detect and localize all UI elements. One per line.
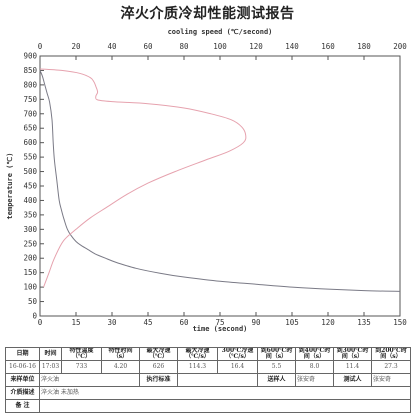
plot-frame — [39, 55, 401, 317]
x-tick-label: 60 — [179, 318, 189, 327]
y-tick-label: 100 — [23, 283, 37, 292]
y-tick-label: 450 — [23, 182, 37, 191]
y-tick-label: 650 — [23, 124, 37, 133]
x-tick-label: 30 — [107, 318, 117, 327]
x-tick-label: 120 — [321, 318, 335, 327]
tester-label: 测试人 — [333, 373, 372, 387]
table-value-cell: 626 — [139, 360, 178, 374]
top-tick-label: 40 — [107, 42, 117, 51]
table-value-cell: 733 — [61, 360, 102, 374]
table-header-cell: 时间 — [39, 347, 62, 361]
y-tick-label: 600 — [23, 138, 37, 147]
table-header-row: 日期 时间 特性温度（℃） 特性时间（s） 最大冷速（℃） 最大冷速（℃/s） 300℃冷速… — [5, 347, 411, 361]
table-value-cell: 114.3 — [177, 360, 218, 374]
y-tick-label: 400 — [23, 196, 37, 205]
top-tick-label: 20 — [71, 42, 81, 51]
top-tick-label: 80 — [179, 42, 189, 51]
bottom-axis: 0 15 30 45 60 75 90 105 120 135 150 — [38, 312, 407, 327]
table-value-cell: 8.0 — [295, 360, 334, 374]
top-tick-label: 100 — [213, 42, 227, 51]
top-axis-label: cooling speed (℃/second) — [168, 28, 273, 36]
table-value-cell: 17:03 — [39, 360, 62, 374]
x-tick-label: 150 — [393, 318, 407, 327]
table-header-cell: 最大冷速（℃/s） — [177, 347, 218, 361]
left-axis: 0 50 100 150 200 250 300 350 400 450 500 550 600 650 7… — [23, 52, 44, 321]
y-axis-label: temperature (℃) — [6, 153, 14, 220]
top-tick-label: 0 — [38, 42, 43, 51]
x-tick-label: 135 — [357, 318, 371, 327]
x-tick-label: 75 — [215, 318, 224, 327]
y-tick-label: 300 — [23, 225, 37, 234]
table-header-cell: 300℃冷速（℃/s） — [217, 347, 258, 361]
table-value-cell: 11.4 — [333, 360, 372, 374]
y-tick-label: 200 — [23, 254, 37, 263]
table-value-row: 16-06-16 17:03 733 4.20 626 114.3 16.4 5.5 8.0 11… — [5, 360, 411, 374]
x-tick-label: 90 — [251, 318, 261, 327]
top-tick-label: 180 — [357, 42, 371, 51]
table-header-cell: 最大冷速（℃） — [139, 347, 178, 361]
y-tick-label: 500 — [23, 167, 37, 176]
series-cooling-curve — [39, 70, 401, 292]
table-header-cell: 特性时间（s） — [101, 347, 140, 361]
top-tick-label: 120 — [249, 42, 263, 51]
table-value-cell: 5.5 — [257, 360, 296, 374]
table-header-cell: 到300℃时间（s） — [333, 347, 372, 361]
y-tick-label: 700 — [23, 109, 37, 118]
y-tick-label: 350 — [23, 210, 37, 219]
y-tick-label: 50 — [28, 297, 38, 306]
medium-label: 介质描述 — [5, 386, 40, 400]
sender-value: 张安奇 — [295, 373, 334, 387]
top-tick-label: 160 — [321, 42, 335, 51]
table-medium-row: 介质描述 淬火油 未加热 — [5, 386, 411, 400]
x-tick-label: 105 — [285, 318, 299, 327]
table-header-cell: 日期 — [5, 347, 40, 361]
y-tick-label: 750 — [23, 95, 37, 104]
table-header-cell: 特性温度（℃） — [61, 347, 102, 361]
y-tick-label: 800 — [23, 80, 37, 89]
table-sender-row: 来样单位 淬火油 执行标准 送样人 张安奇 测试人 张安奇 — [5, 373, 411, 387]
remark-label: 备 注 — [5, 399, 40, 413]
top-tick-label: 60 — [143, 42, 153, 51]
exec-standard-value — [177, 373, 258, 387]
y-tick-label: 900 — [23, 52, 37, 61]
x-tick-label: 15 — [71, 318, 80, 327]
table-value-cell: 27.3 — [371, 360, 411, 374]
x-tick-label: 0 — [38, 318, 43, 327]
tester-value: 张安奇 — [371, 373, 411, 387]
x-tick-label: 45 — [143, 318, 152, 327]
cooling-chart: 0 20 40 60 80 100 120 140 160 180 200 0 15 30 45 60 75 9… — [6, 28, 407, 333]
top-tick-label: 140 — [285, 42, 299, 51]
series-cooling-speed — [39, 68, 247, 288]
x-axis-label: time (second) — [193, 325, 248, 333]
y-tick-label: 150 — [23, 268, 37, 277]
table-value-cell: 16.4 — [217, 360, 258, 374]
sender-label: 送样人 — [257, 373, 296, 387]
medium-value: 淬火油 未加热 — [39, 386, 411, 400]
table-header-cell: 到200℃时间（s） — [371, 347, 411, 361]
report-table: 日期 时间 特性温度（℃） 特性时间（s） 最大冷速（℃） 最大冷速（℃/s） 300℃冷速… — [5, 347, 411, 413]
exec-standard-label: 执行标准 — [139, 373, 178, 387]
y-tick-label: 0 — [32, 312, 37, 321]
table-remark-row: 备 注 — [5, 399, 411, 413]
sender-unit-label: 来样单位 — [5, 373, 40, 387]
sender-unit-value: 淬火油 — [39, 373, 140, 387]
top-axis: 0 20 40 60 80 100 120 140 160 180 200 — [38, 42, 407, 60]
y-tick-label: 250 — [23, 239, 37, 248]
table-header-cell: 到600℃时间（s） — [257, 347, 296, 361]
report-title: 淬火介质冷却性能测试报告 — [120, 6, 295, 22]
table-value-cell: 4.20 — [101, 360, 140, 374]
top-tick-label: 200 — [393, 42, 407, 51]
table-header-cell: 到400℃时间（s） — [295, 347, 334, 361]
y-tick-label: 550 — [23, 153, 37, 162]
table-value-cell: 16-06-16 — [5, 360, 40, 374]
y-tick-label: 850 — [23, 66, 37, 75]
remark-value — [39, 399, 411, 413]
